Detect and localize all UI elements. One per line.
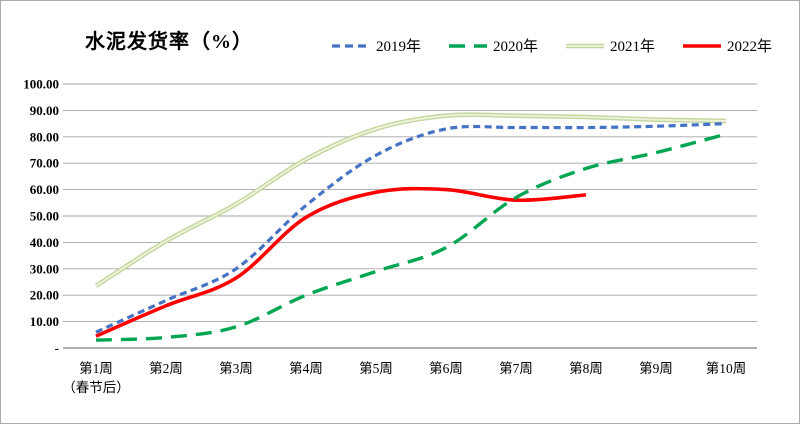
series-line-inner-2021	[95, 113, 727, 287]
y-tick-label: 100.00	[23, 77, 59, 92]
legend-swatch-icon	[683, 43, 722, 48]
y-tick-label: 30.00	[30, 261, 59, 276]
y-tick-label: 20.00	[30, 288, 59, 303]
series-line-2020	[95, 132, 727, 342]
legend-label: 2019年	[376, 39, 422, 55]
series-line-2022	[95, 186, 587, 338]
legend-label: 2020年	[493, 39, 539, 55]
legend-swatch-icon	[332, 43, 370, 48]
x-tick-label: 第6周	[429, 360, 463, 376]
y-tick-label: 90.00	[30, 103, 59, 118]
legend-item-2020: 2020年	[448, 35, 538, 56]
y-tick-label: 50.00	[30, 209, 59, 224]
legend-label: 2022年	[727, 39, 773, 55]
series-line-2019	[95, 122, 727, 334]
x-tick-label: 第1周	[79, 360, 113, 376]
x-tick-label: 第2周	[149, 360, 183, 376]
y-tick-label: 60.00	[30, 182, 59, 197]
legend-item-2021: 2021年	[565, 35, 655, 56]
x-tick-label: 第4周	[289, 360, 323, 376]
legend-swatch-icon	[449, 43, 488, 48]
y-tick-label: -	[55, 341, 59, 356]
x-tick-label: 第7周	[499, 360, 533, 376]
legend-item-2022: 2022年	[682, 35, 772, 56]
y-tick-label: 40.00	[30, 235, 59, 250]
legend-label: 2021年	[610, 39, 656, 55]
x-tick-label: 第5周	[359, 360, 393, 376]
x-tick-label: 第9周	[639, 360, 673, 376]
y-tick-label: 70.00	[30, 156, 59, 171]
gridlines	[63, 83, 757, 349]
y-tick-label: 80.00	[30, 129, 59, 144]
legend: 2019年 2020年 2021年 2022年	[331, 35, 772, 56]
x-tick-label: 第8周	[569, 360, 603, 376]
legend-swatch-icon	[566, 43, 605, 48]
chart-title: 水泥发货率（%）	[85, 31, 253, 53]
x-tick-label: 第10周	[706, 360, 747, 376]
x-tick-label: 第3周	[219, 360, 253, 376]
x-tick-sublabel: （春节后）	[62, 380, 130, 395]
legend-item-2019: 2019年	[331, 35, 421, 56]
y-tick-label: 10.00	[30, 314, 59, 329]
